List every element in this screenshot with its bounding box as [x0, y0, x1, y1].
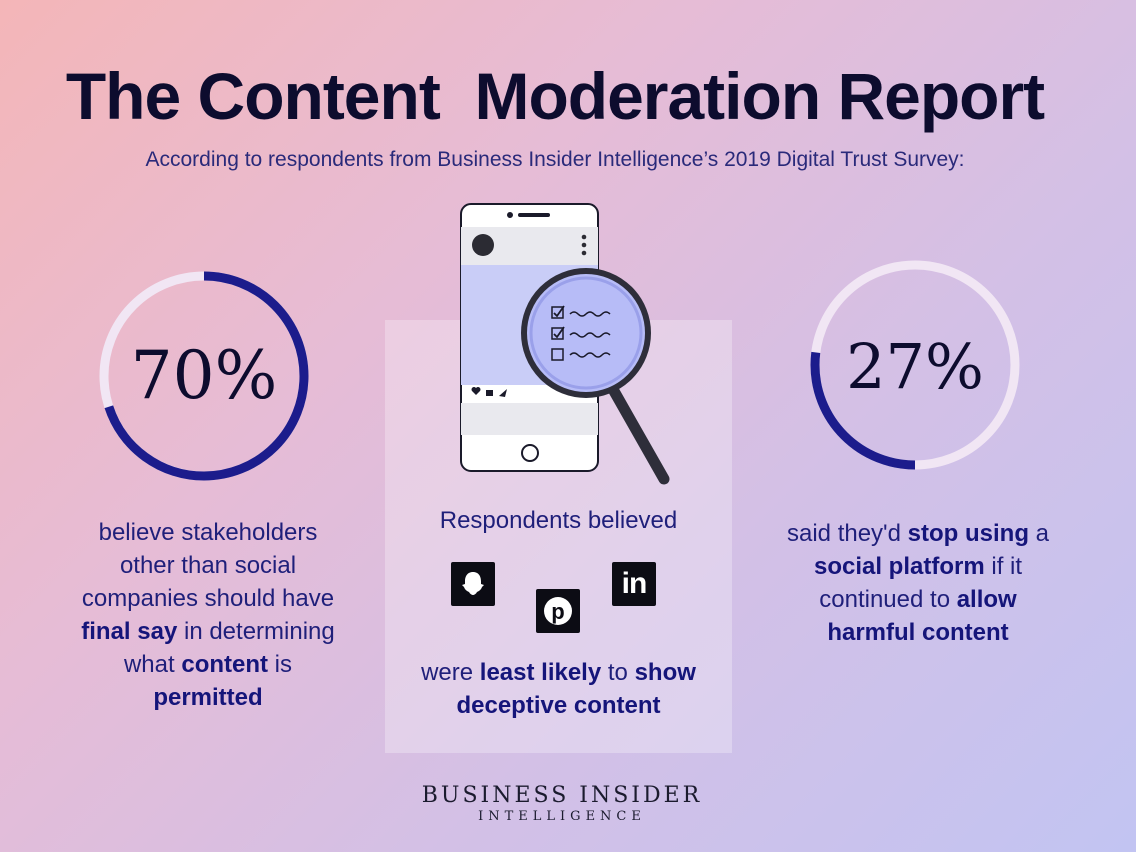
emphasis-text: permitted [153, 684, 263, 711]
brand-logo: BUSINESS INSIDER [421, 783, 703, 808]
description-line: harmful content [768, 616, 1068, 649]
body-text: companies should have [81, 585, 335, 612]
linkedin-logo: in [612, 562, 656, 606]
heart-icon [471, 387, 481, 395]
body-text: is [268, 651, 293, 678]
description-line: final say in determining [58, 615, 358, 648]
comment-icon [486, 390, 493, 396]
linkedin-letters: in [621, 567, 648, 600]
pinterest-icon: p [544, 597, 572, 625]
description-line: permitted [58, 681, 358, 714]
emphasis-text: least likely [479, 659, 602, 686]
emphasis-text: show [634, 659, 696, 686]
stat-percent-right: 27% [846, 330, 984, 403]
emphasis-text: content [181, 651, 269, 678]
emphasis-text: final say [81, 618, 178, 645]
body-text: believe stakeholders [98, 519, 318, 546]
description-line: deceptive content [385, 689, 732, 722]
emphasis-text: stop using [907, 520, 1029, 547]
body-text: what [123, 651, 182, 678]
ring-fill [810, 260, 1020, 470]
avatar [472, 234, 494, 256]
description-line: said they'd stop using a [768, 517, 1068, 550]
body-text: said they'd [787, 520, 908, 547]
description-line: other than social [58, 549, 358, 582]
emphasis-text: harmful content [827, 619, 1009, 646]
pinterest-letter: p [551, 599, 564, 624]
body-text: continued to [819, 586, 957, 613]
body-text: in determining [177, 618, 335, 645]
checkbox-checked [551, 327, 564, 340]
description-line: were least likely to show [385, 656, 732, 689]
magnifier-lens [521, 268, 651, 398]
stat-description-right: said they'd stop using a social platform … [768, 517, 1068, 649]
home-button [521, 444, 539, 462]
middle-description: were least likely to show deceptive conte… [385, 656, 732, 722]
emphasis-text: social platform [813, 553, 985, 580]
page-subtitle: According to respondents from Business I… [145, 148, 965, 171]
body-text: if it [984, 553, 1023, 580]
pinterest-logo: p [536, 589, 580, 633]
emphasis-text: deceptive content [456, 692, 661, 719]
snapchat-logo [451, 562, 495, 606]
send-icon [499, 389, 507, 397]
emphasis-text: allow [956, 586, 1017, 613]
ghost-icon [462, 572, 484, 595]
checkbox-checked [551, 306, 564, 319]
magnifier-handle [608, 385, 670, 485]
phone-speaker [518, 213, 550, 217]
body-text: a [1028, 520, 1049, 547]
stat-description-left: believe stakeholders other than social com… [58, 516, 358, 714]
description-line: what content is [58, 648, 358, 681]
description-line: companies should have [58, 582, 358, 615]
progress-ring-right [810, 260, 1020, 470]
page-title: The Content Moderation Report [65, 59, 1045, 133]
body-text: to [601, 659, 635, 686]
brand-logo-sub: INTELLIGENCE [478, 809, 646, 824]
checkbox-unchecked [551, 348, 564, 361]
ring-fill [99, 271, 309, 481]
phone-magnifier-illustration [460, 203, 670, 485]
description-line: continued to allow [768, 583, 1068, 616]
phone-post-footer [461, 403, 598, 435]
description-line: social platform if it [768, 550, 1068, 583]
body-text: were [421, 659, 480, 686]
phone-camera [507, 212, 513, 218]
progress-ring-left [99, 271, 309, 481]
description-line: believe stakeholders [58, 516, 358, 549]
middle-heading: Respondents believed [439, 507, 678, 534]
body-text: other than social [119, 552, 297, 579]
stat-percent-left: 70% [130, 337, 278, 414]
